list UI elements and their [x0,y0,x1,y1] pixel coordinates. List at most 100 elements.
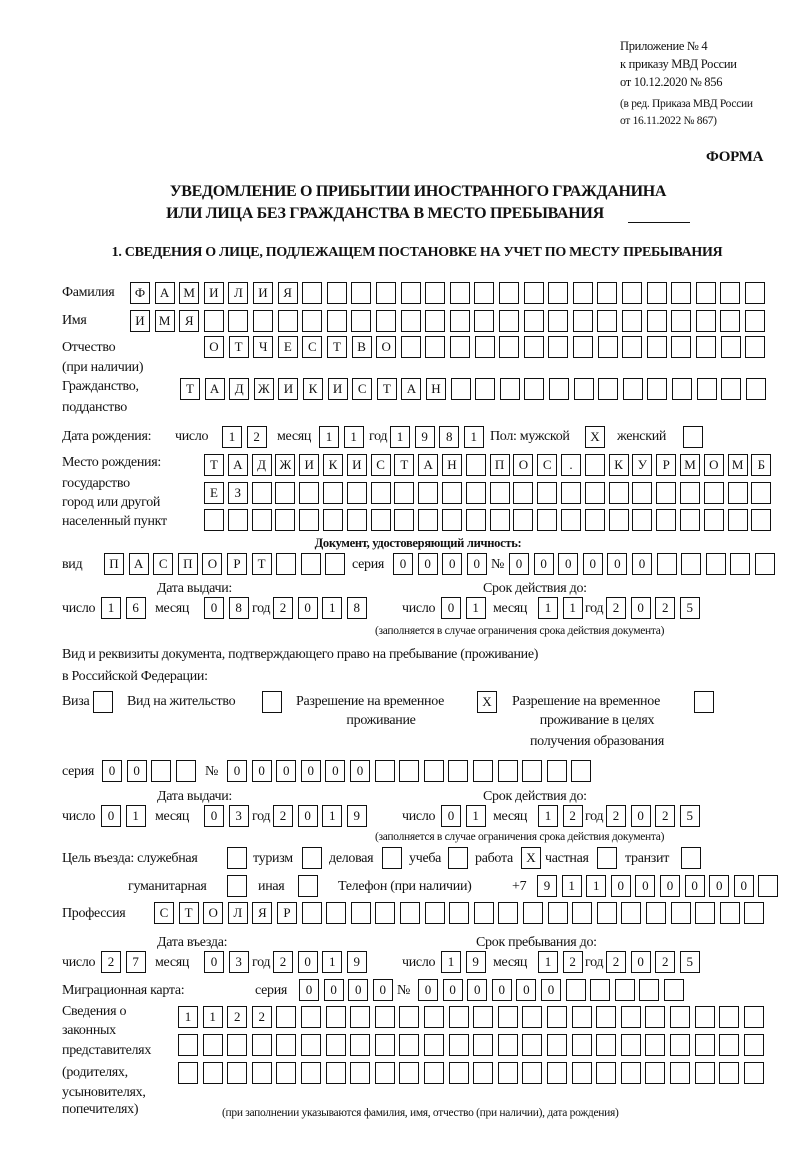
form-cell[interactable] [489,509,510,531]
form-cell[interactable] [424,1062,444,1084]
form-cell[interactable] [323,482,343,504]
form-cell[interactable] [695,902,716,924]
form-cell[interactable]: П [489,454,510,476]
form-cell[interactable] [418,482,439,504]
form-cell[interactable]: Р [277,902,297,924]
form-cell[interactable] [325,553,346,575]
form-cell[interactable]: К [303,378,323,400]
form-cell[interactable]: С [352,378,373,400]
form-cell[interactable]: 0 [607,553,628,575]
form-cell[interactable]: 2 [606,805,626,827]
form-cell[interactable]: А [204,378,225,400]
form-cell[interactable] [694,1062,715,1084]
form-cell[interactable] [743,1006,764,1028]
form-cell[interactable] [497,1006,518,1028]
form-cell[interactable] [670,1006,690,1028]
form-cell[interactable] [584,454,605,476]
form-cell[interactable]: 0 [632,553,652,575]
form-cell[interactable] [276,553,297,575]
form-cell[interactable] [670,1062,690,1084]
form-cell[interactable] [251,482,272,504]
form-cell[interactable] [751,482,772,504]
form-cell[interactable]: 0 [204,597,224,619]
form-cell[interactable] [323,509,343,531]
form-cell[interactable] [350,1006,371,1028]
form-cell[interactable] [465,509,486,531]
form-cell[interactable]: Б [751,454,772,476]
form-cell[interactable] [584,482,605,504]
form-cell[interactable]: 0 [582,553,603,575]
form-cell[interactable]: 0 [204,951,224,973]
form-cell[interactable] [680,482,700,504]
form-cell[interactable] [656,482,677,504]
form-cell[interactable] [326,310,347,332]
form-cell[interactable]: 1 [538,597,558,619]
form-cell[interactable]: 2 [246,426,267,448]
form-cell[interactable]: О [204,336,224,358]
form-cell[interactable]: 2 [273,951,293,973]
form-cell[interactable]: 5 [679,597,700,619]
form-cell[interactable]: 0 [635,875,656,897]
form-cell[interactable]: 0 [299,979,319,1001]
form-cell[interactable] [694,1006,715,1028]
form-cell[interactable]: В [351,336,372,358]
form-cell[interactable] [202,1062,223,1084]
form-cell[interactable]: 1 [561,875,582,897]
form-cell[interactable]: У [632,454,653,476]
form-cell[interactable] [596,902,617,924]
form-cell[interactable]: 0 [204,805,224,827]
form-cell[interactable]: 3 [228,951,249,973]
form-cell[interactable]: 0 [372,979,393,1001]
form-cell[interactable]: 1 [465,597,486,619]
form-cell[interactable] [671,282,692,304]
form-cell[interactable]: 9 [414,426,435,448]
form-cell[interactable] [228,310,249,332]
form-cell[interactable] [302,847,322,869]
form-cell[interactable] [620,1062,641,1084]
form-cell[interactable] [696,336,716,358]
form-cell[interactable] [204,509,224,531]
form-cell[interactable]: 1 [222,426,242,448]
form-cell[interactable]: Л [227,902,248,924]
form-cell[interactable] [670,1034,690,1056]
form-cell[interactable] [424,1034,444,1056]
form-cell[interactable]: 9 [346,951,367,973]
form-cell[interactable] [656,553,677,575]
form-cell[interactable] [719,902,740,924]
form-cell[interactable] [346,482,367,504]
form-cell[interactable] [694,691,714,713]
form-cell[interactable] [670,902,691,924]
form-cell[interactable]: 0 [516,979,537,1001]
form-cell[interactable] [275,482,296,504]
form-cell[interactable]: 0 [509,553,529,575]
form-cell[interactable]: М [179,282,200,304]
form-cell[interactable]: 9 [537,875,557,897]
form-cell[interactable] [251,1034,272,1056]
form-cell[interactable]: М [727,454,748,476]
form-cell[interactable]: 0 [541,979,561,1001]
form-cell[interactable] [513,509,534,531]
form-cell[interactable] [449,902,470,924]
form-cell[interactable]: О [203,902,224,924]
form-cell[interactable]: 0 [630,805,651,827]
form-cell[interactable] [671,336,692,358]
form-cell[interactable]: 2 [655,597,676,619]
form-cell[interactable]: 1 [463,426,484,448]
form-cell[interactable] [596,1006,617,1028]
form-cell[interactable]: С [154,902,174,924]
form-cell[interactable]: 1 [178,1006,198,1028]
form-cell[interactable] [474,336,495,358]
form-cell[interactable] [620,1034,641,1056]
form-cell[interactable] [450,378,471,400]
form-cell[interactable]: 1 [125,805,146,827]
form-cell[interactable] [374,1034,395,1056]
form-cell[interactable] [537,482,558,504]
form-cell[interactable] [325,1034,346,1056]
form-cell[interactable]: 0 [417,553,438,575]
form-cell[interactable]: С [302,336,323,358]
form-cell[interactable] [721,378,742,400]
form-cell[interactable] [596,1034,617,1056]
form-cell[interactable]: С [153,553,174,575]
form-cell[interactable]: 2 [562,951,583,973]
form-cell[interactable]: 0 [297,805,318,827]
